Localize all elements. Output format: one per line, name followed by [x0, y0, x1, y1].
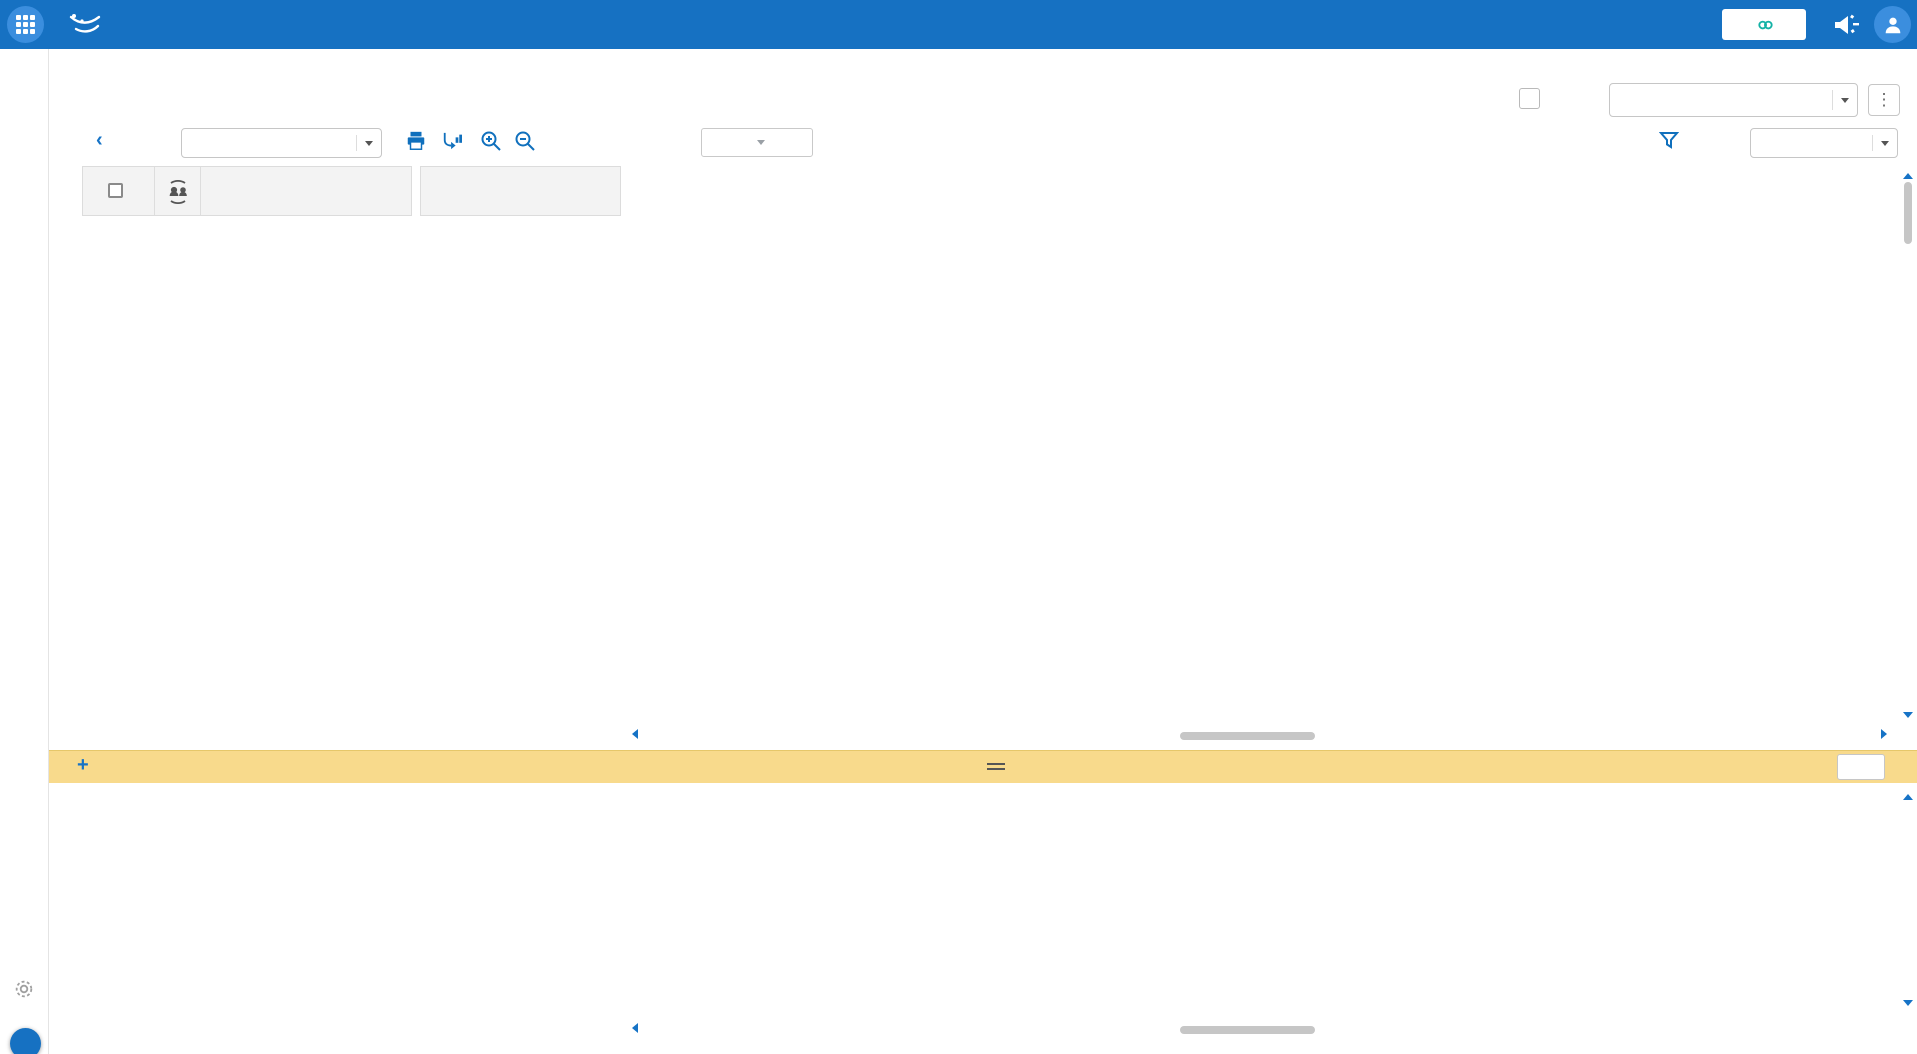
chevron-down-icon [1881, 141, 1889, 150]
chevron-down-icon [756, 140, 765, 149]
collapse-filters-icon[interactable]: ‹ [96, 129, 103, 151]
user-avatar[interactable] [1874, 6, 1911, 43]
hscroll-left-arrow[interactable] [627, 729, 638, 739]
hscroll-right-arrow[interactable] [1881, 729, 1892, 739]
bottom-hscroll-thumb[interactable] [1180, 1026, 1315, 1034]
capacity-histogram [621, 787, 1900, 1020]
add-icon[interactable]: + [77, 754, 89, 776]
page-menu-button[interactable]: ⋮ [1868, 84, 1900, 116]
eenheid-select[interactable] [1750, 128, 1898, 158]
announcements-icon[interactable] [1832, 12, 1862, 41]
bottom-hscroll-left-arrow[interactable] [627, 1023, 638, 1033]
vscroll-thumb[interactable] [1904, 182, 1912, 244]
select-all-checkbox[interactable] [108, 183, 123, 198]
table-header [82, 166, 412, 216]
app-logo-icon [68, 11, 102, 40]
resource-table [82, 789, 621, 905]
topbar [0, 0, 1917, 49]
hscroll-thumb[interactable] [1180, 732, 1315, 740]
filter-funnel-icon[interactable] [1658, 130, 1680, 153]
gantt-chart [621, 166, 1900, 727]
vscroll-up-arrow[interactable] [1903, 168, 1913, 179]
view-select[interactable] [181, 128, 382, 158]
bottom-vscroll-down-arrow[interactable] [1903, 1000, 1913, 1011]
panel-splitter-handle[interactable] [987, 763, 1005, 771]
tree-table-body [82, 218, 621, 727]
fortes-logo [1722, 9, 1806, 40]
scenario-checkbox[interactable] [1519, 88, 1540, 109]
resources-swap-icon[interactable] [165, 180, 191, 207]
bottom-vscroll-up-arrow[interactable] [1903, 789, 1913, 800]
extra-column-header [420, 166, 621, 216]
help-button[interactable] [10, 1028, 41, 1054]
chevron-down-icon [1841, 98, 1849, 107]
bulk-bewerking-button[interactable] [701, 128, 813, 157]
skills-panel-bar: + [49, 750, 1917, 783]
zoom-out-icon[interactable] [513, 129, 537, 156]
gear-icon[interactable] [13, 978, 37, 1002]
sidebar [0, 49, 49, 1054]
zoom-in-icon[interactable] [479, 129, 503, 156]
vscroll-down-arrow[interactable] [1903, 712, 1913, 723]
print-icon[interactable] [405, 130, 427, 155]
uren-per-fte-input[interactable] [1837, 754, 1885, 780]
apps-grid-icon[interactable] [7, 6, 44, 43]
expand-levels-icon[interactable] [441, 131, 463, 154]
chevron-down-icon [365, 141, 373, 150]
scenario-select[interactable] [1609, 83, 1858, 117]
fortes-swirl-icon [1758, 20, 1773, 29]
